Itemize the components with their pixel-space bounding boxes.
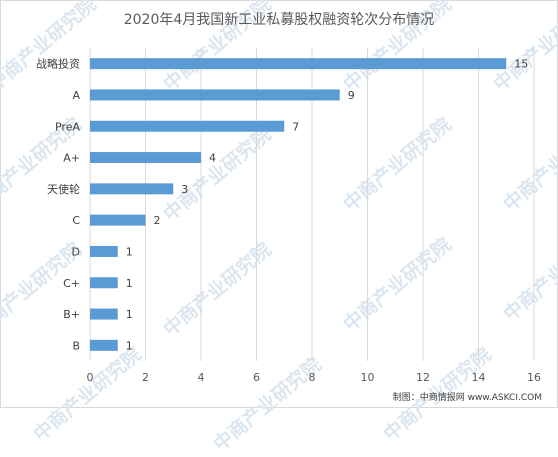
y-tick-label: C+ xyxy=(63,277,80,290)
y-tick-label: D xyxy=(72,245,80,258)
x-tick-label: 6 xyxy=(253,371,260,384)
y-tick-label: B+ xyxy=(63,308,80,321)
bar xyxy=(90,277,118,289)
y-axis-labels: 战略投资 A PreA A+ 天使轮 C D C+ B+ B xyxy=(36,57,80,353)
data-label: 3 xyxy=(181,183,188,196)
y-tick-label: 战略投资 xyxy=(36,57,80,71)
data-label: 2 xyxy=(154,214,161,227)
bar xyxy=(90,339,118,351)
bar xyxy=(90,245,118,257)
x-tick-label: 8 xyxy=(309,371,316,384)
y-tick-label: B xyxy=(72,339,80,352)
bars xyxy=(90,58,507,351)
source-note: 制图：中商情报网 www.ASKCI.COM xyxy=(392,393,542,403)
y-tick-label: A+ xyxy=(63,152,80,165)
bar xyxy=(90,214,146,226)
data-label: 7 xyxy=(292,120,299,133)
x-tick-label: 2 xyxy=(142,371,149,384)
data-label: 1 xyxy=(126,245,133,258)
y-tick-label: PreA xyxy=(55,120,80,133)
x-axis-labels: 0 2 4 6 8 10 12 14 16 xyxy=(87,371,542,384)
data-label: 4 xyxy=(209,152,216,165)
x-tick-label: 12 xyxy=(416,371,430,384)
y-tick-label: C xyxy=(72,214,80,227)
data-label: 1 xyxy=(126,339,133,352)
y-tick-label: 天使轮 xyxy=(47,182,80,196)
x-tick-label: 0 xyxy=(87,371,94,384)
bar xyxy=(90,120,285,132)
chart-title: 2020年4月我国新工业私募股权融资轮次分布情况 xyxy=(123,12,435,28)
x-tick-label: 10 xyxy=(361,371,375,384)
data-label: 15 xyxy=(514,58,528,71)
data-label: 1 xyxy=(126,308,133,321)
bar-chart: 战略投资 A PreA A+ 天使轮 C D C+ B+ B 15 9 7 4 3 2 1 1 1 1 0 2 4 6 8 1… xyxy=(36,48,542,384)
bar xyxy=(90,152,201,164)
x-tick-label: 14 xyxy=(472,371,486,384)
bar xyxy=(90,308,118,320)
x-tick-label: 4 xyxy=(198,371,205,384)
data-label: 9 xyxy=(348,89,355,102)
data-labels: 15 9 7 4 3 2 1 1 1 1 xyxy=(126,58,529,353)
bar xyxy=(90,89,340,101)
bar xyxy=(90,183,174,195)
x-tick-label: 16 xyxy=(527,371,541,384)
bar xyxy=(90,58,507,70)
y-tick-label: A xyxy=(72,89,80,102)
data-label: 1 xyxy=(126,277,133,290)
